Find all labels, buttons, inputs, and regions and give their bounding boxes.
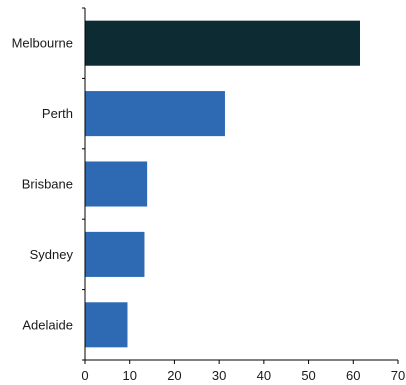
x-tick-label: 60 [346,368,360,383]
category-labels: Melbourne Perth Brisbane Sydney Adelaide [12,36,74,333]
bar-perth [85,91,225,137]
x-tick-label: 70 [391,368,405,383]
category-label-perth: Perth [42,106,73,121]
x-tick-label: 10 [122,368,136,383]
x-tick-label: 30 [212,368,226,383]
bar-adelaide [85,302,128,348]
bar-melbourne [85,20,360,66]
x-tick-label: 40 [257,368,271,383]
category-label-brisbane: Brisbane [22,177,73,192]
x-tick-label: 0 [81,368,88,383]
category-label-melbourne: Melbourne [12,36,73,51]
bar-brisbane [85,161,148,207]
category-label-adelaide: Adelaide [22,317,73,332]
category-label-sydney: Sydney [30,247,74,262]
x-tick-label: 50 [301,368,315,383]
bars-group [85,20,360,348]
y-axis [82,7,86,361]
x-axis: 0 10 20 30 40 50 60 70 [81,359,405,383]
x-tick-label: 20 [167,368,181,383]
bar-sydney [85,231,145,277]
